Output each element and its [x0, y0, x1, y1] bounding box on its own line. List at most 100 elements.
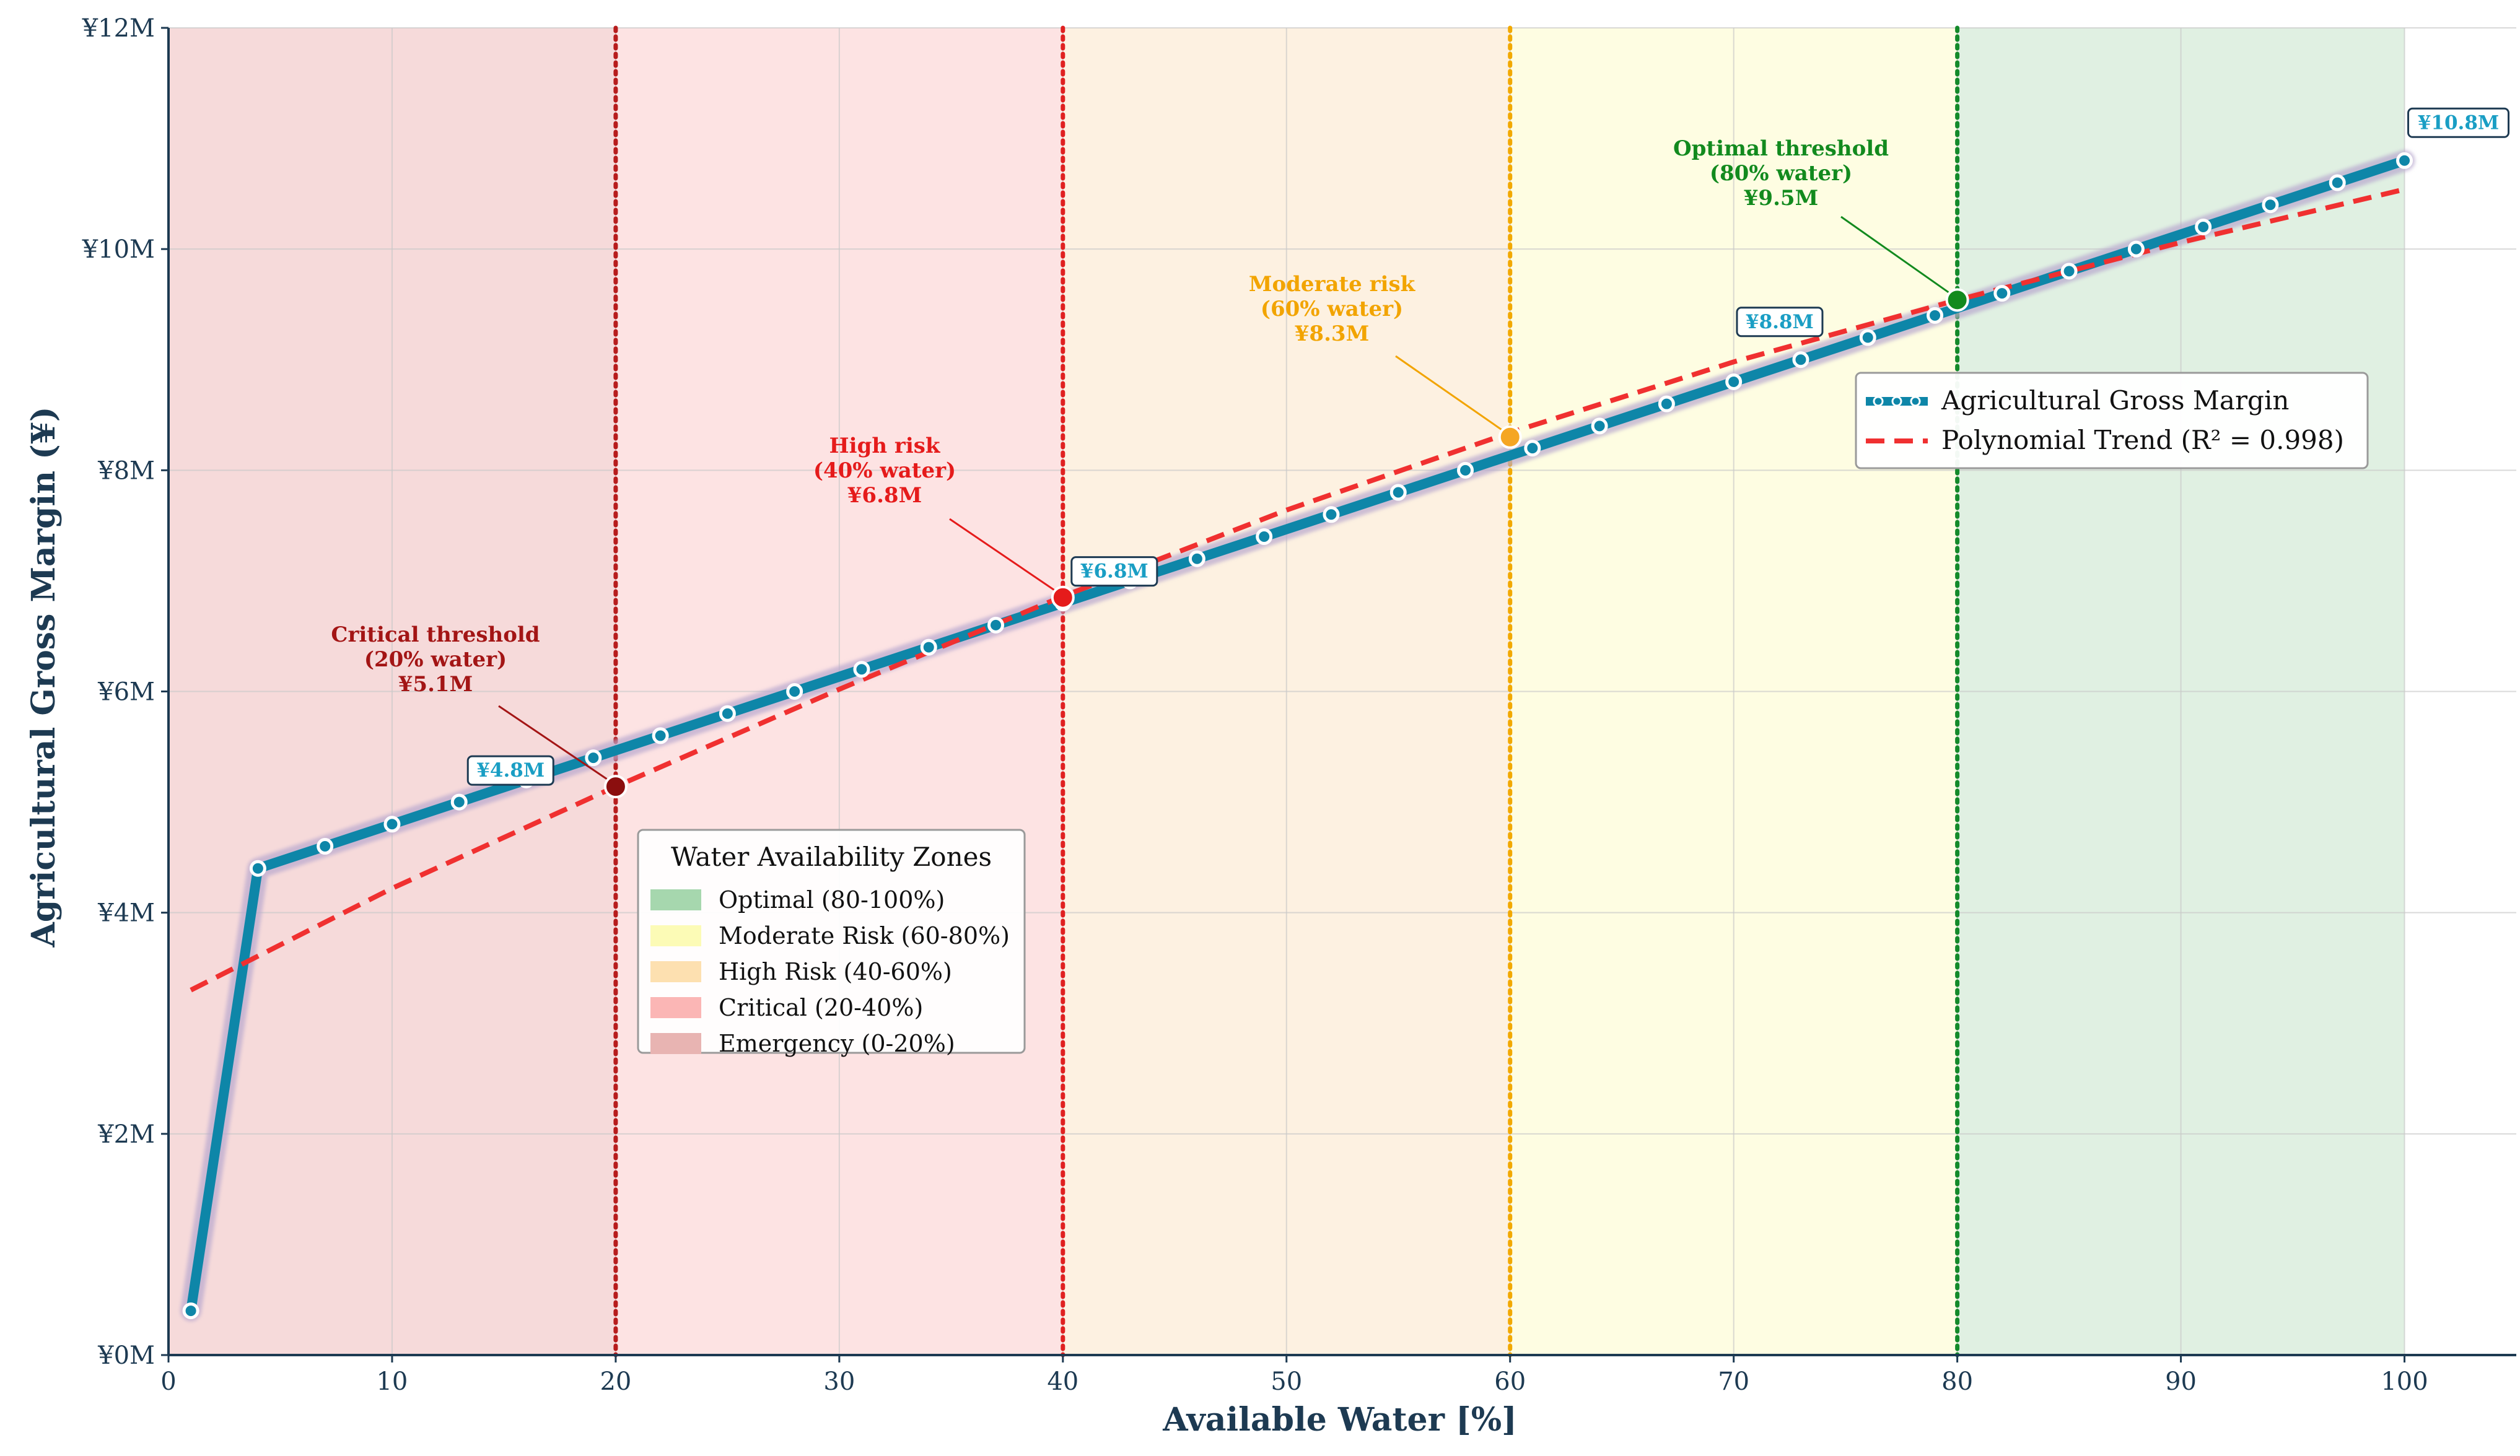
line-legend-marker-1 [1891, 396, 1902, 407]
series-layer [180, 150, 2415, 1322]
zone-legend-swatch-2 [650, 961, 701, 982]
y-tick-label: ¥12M [82, 14, 155, 43]
x-tick-label: 20 [600, 1367, 631, 1396]
x-tick-label: 40 [1047, 1367, 1078, 1396]
data-point-26 [1927, 307, 1944, 324]
y-tick-label: ¥4M [97, 899, 155, 928]
annotation-text: ¥9.5M [1744, 186, 1818, 211]
data-point-21 [1591, 417, 1608, 435]
data-point-8 [719, 705, 736, 722]
annotation-arrow-2 [1395, 355, 1506, 433]
y-tick-label: ¥10M [82, 235, 155, 264]
data-point-11 [920, 639, 937, 656]
data-point-27 [1993, 285, 2011, 302]
data-point-10 [853, 661, 870, 678]
x-tick-label: 30 [823, 1367, 855, 1396]
y-tick-label: ¥2M [97, 1120, 155, 1149]
data-point-24 [1792, 351, 1809, 368]
threshold-point-1 [1051, 585, 1075, 609]
line-legend-box [1855, 372, 2369, 469]
data-point-18 [1389, 484, 1407, 501]
x-axis-label: Available Water [%] [1162, 1401, 1516, 1439]
data-point-30 [2195, 218, 2212, 235]
annotation-text: ¥8.3M [1295, 321, 1369, 346]
zone-legend-box [637, 829, 1026, 1054]
threshold-point-3 [1945, 288, 1969, 312]
zone-legend-label: Emergency (0-20%) [719, 1030, 955, 1057]
data-point-28 [2060, 263, 2078, 280]
annotation-text: ¥5.1M [398, 672, 473, 697]
y-tick-label: ¥8M [97, 456, 155, 485]
zone-legend-label: Critical (20-40%) [719, 994, 923, 1021]
data-point-25 [1859, 329, 1876, 346]
annotation-text: High risk [829, 434, 941, 458]
annotation-text: (80% water) [1710, 161, 1852, 186]
value-label-box-3 [2407, 107, 2510, 138]
data-point-19 [1457, 461, 1474, 479]
annotation-text: Critical threshold [331, 622, 540, 647]
data-point-23 [1725, 373, 1743, 390]
data-point-17 [1323, 506, 1340, 523]
threshold-lines [613, 25, 1960, 1358]
data-point-0 [182, 1302, 199, 1320]
data-point-7 [652, 727, 669, 744]
legends: Water Availability Zones Optimal (80-100%… [637, 372, 2369, 1057]
line-legend-label: Agricultural Gross Margin [1941, 385, 2289, 416]
data-point-20 [1524, 440, 1541, 457]
x-tick-label: 90 [2165, 1367, 2197, 1396]
axes: 0 10 20 30 40 50 60 70 80 90 100 ¥0M ¥2M ¥4M ¥6M ¥8M ¥10… [82, 14, 2516, 1396]
value-label-box-2 [1736, 307, 1824, 338]
x-tick-label: 0 [160, 1367, 176, 1396]
y-tick-label: ¥6M [97, 678, 155, 707]
value-label-box-0 [466, 755, 554, 786]
value-label: ¥6.8M [1080, 560, 1148, 583]
zone-legend-label: Optimal (80-100%) [719, 886, 945, 913]
annotation-text: Optimal threshold [1673, 136, 1889, 161]
trend-series-line [190, 186, 2405, 993]
zone-legend-title: Water Availability Zones [671, 842, 992, 872]
x-tick-label: 70 [1718, 1367, 1749, 1396]
threshold-point-0 [603, 775, 628, 799]
annotation-arrow-3 [1840, 216, 1953, 296]
zone-legend-swatch-1 [650, 925, 701, 946]
value-label: ¥4.8M [476, 759, 545, 782]
data-point-32 [2329, 174, 2346, 191]
data-point-15 [1188, 550, 1205, 567]
x-tick-label: 10 [376, 1367, 408, 1396]
x-tick-label: 100 [2381, 1367, 2428, 1396]
data-points [182, 152, 2413, 1320]
data-point-16 [1256, 528, 1273, 545]
value-label-box-1 [1070, 556, 1158, 587]
data-point-3 [383, 816, 401, 833]
data-point-22 [1658, 395, 1675, 412]
data-point-31 [2262, 196, 2279, 214]
data-point-33 [2396, 152, 2413, 169]
threshold-point-2 [1498, 425, 1522, 449]
zone-legend-label: Moderate Risk (60-80%) [719, 922, 1010, 949]
x-tick-label: 80 [1941, 1367, 1973, 1396]
annotation-arrow-0 [498, 705, 611, 783]
annotation-text: (20% water) [364, 647, 507, 672]
x-tick-label: 60 [1494, 1367, 1526, 1396]
data-point-4 [450, 793, 468, 811]
y-axis-label: Agricultural Gross Margin (¥) [25, 406, 63, 948]
data-point-29 [2127, 240, 2145, 258]
value-label: ¥10.8M [2418, 111, 2499, 134]
zone-legend-label: High Risk (40-60%) [719, 958, 952, 985]
line-legend-marker-2 [1910, 396, 1921, 407]
line-legend-label: Polynomial Trend (R² = 0.998) [1941, 425, 2344, 455]
line-legend-marker-0 [1873, 396, 1884, 407]
zone-legend-swatch-0 [650, 889, 701, 910]
data-point-12 [987, 616, 1005, 634]
data-point-1 [249, 860, 266, 877]
annotation-text: Moderate risk [1249, 272, 1416, 297]
data-point-9 [786, 683, 803, 700]
annotation-text: (60% water) [1261, 297, 1403, 321]
zone-legend-swatch-3 [650, 997, 701, 1018]
annotation-text: (40% water) [813, 458, 956, 483]
annotation-arrow-1 [949, 518, 1059, 593]
annotation-text: ¥6.8M [847, 483, 922, 508]
data-point-2 [317, 838, 334, 855]
